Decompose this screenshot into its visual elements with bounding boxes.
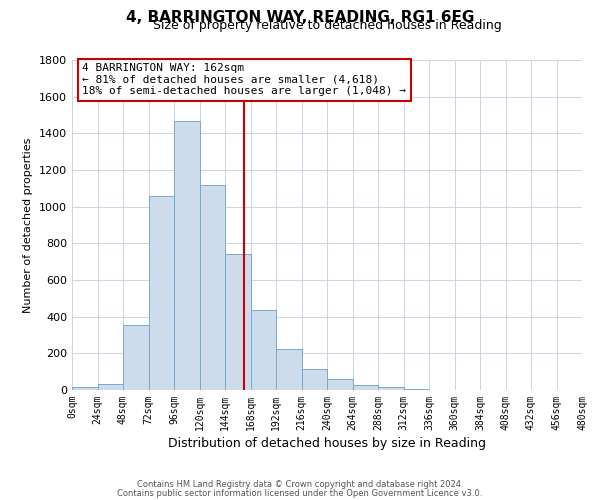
Bar xyxy=(378,386,404,390)
Y-axis label: Number of detached properties: Number of detached properties xyxy=(23,138,34,312)
Text: 4 BARRINGTON WAY: 162sqm
← 81% of detached houses are smaller (4,618)
18% of sem: 4 BARRINGTON WAY: 162sqm ← 81% of detach… xyxy=(82,64,406,96)
Bar xyxy=(123,325,149,390)
Bar xyxy=(327,379,353,390)
Text: Contains public sector information licensed under the Open Government Licence v3: Contains public sector information licen… xyxy=(118,489,482,498)
Bar xyxy=(149,196,174,390)
Bar xyxy=(174,122,199,390)
Bar xyxy=(302,369,327,390)
Bar xyxy=(199,184,225,390)
Text: 4, BARRINGTON WAY, READING, RG1 6EG: 4, BARRINGTON WAY, READING, RG1 6EG xyxy=(126,10,474,25)
Bar xyxy=(404,389,429,390)
Bar xyxy=(251,310,276,390)
Bar xyxy=(72,387,97,390)
Bar xyxy=(97,384,123,390)
Text: Contains HM Land Registry data © Crown copyright and database right 2024.: Contains HM Land Registry data © Crown c… xyxy=(137,480,463,489)
Title: Size of property relative to detached houses in Reading: Size of property relative to detached ho… xyxy=(152,20,502,32)
Bar xyxy=(225,254,251,390)
X-axis label: Distribution of detached houses by size in Reading: Distribution of detached houses by size … xyxy=(168,437,486,450)
Bar xyxy=(353,384,378,390)
Bar xyxy=(276,349,302,390)
